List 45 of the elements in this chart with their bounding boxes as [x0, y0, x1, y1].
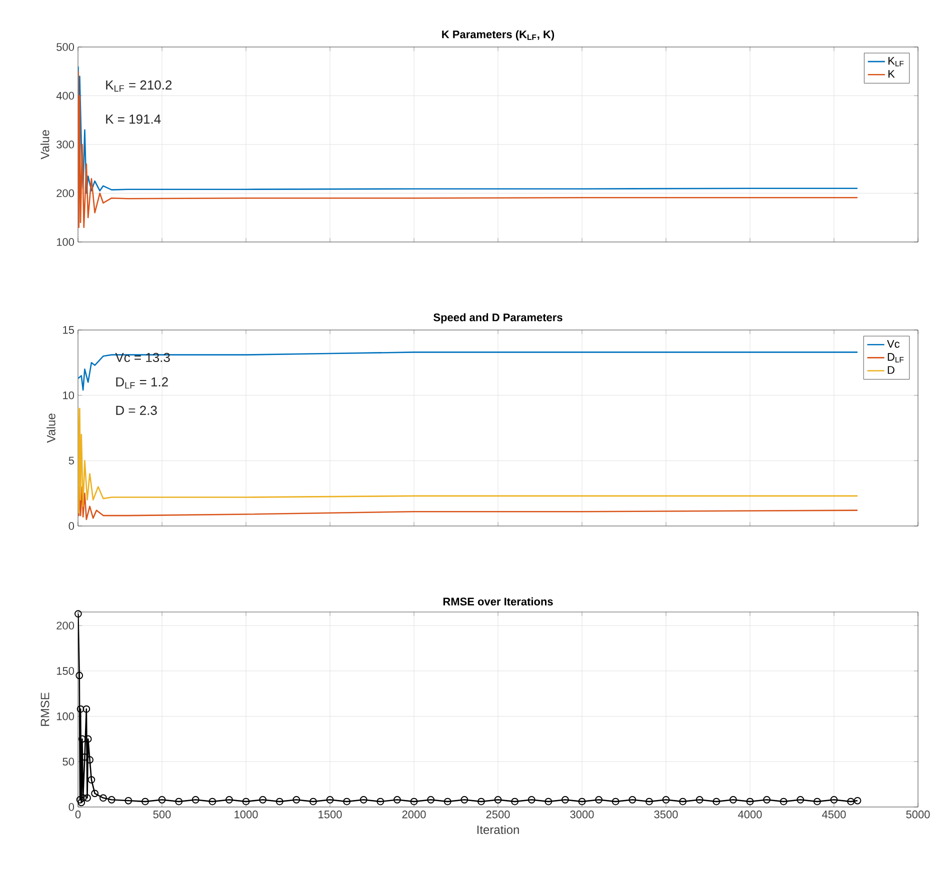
x-tick-label: 1000: [234, 810, 258, 818]
annotation: Vc = 13.3: [115, 352, 170, 362]
y-tick-label: 100: [56, 712, 74, 720]
line-series: [78, 486, 858, 520]
legend-label: D: [888, 366, 894, 374]
legend-label: K$_{LF}$: [888, 57, 904, 66]
legend-label: Vc: [887, 340, 900, 348]
annotation: K = 191.4: [106, 114, 161, 124]
y-tick-label: 100: [56, 238, 74, 246]
y-axis-title: Value: [46, 414, 56, 443]
y-tick-label: 150: [56, 667, 74, 675]
annotation: D = 2.3: [116, 406, 157, 415]
chart-title: RMSE over Iterations: [443, 597, 553, 606]
chart-title: Speed and D Parameters: [434, 313, 562, 324]
legend-label: D$_{LF}$: [888, 353, 904, 362]
y-tick-label: 5: [68, 456, 74, 464]
x-tick-label: 2500: [486, 810, 510, 818]
y-tick-label: 300: [56, 140, 74, 148]
line-series: [78, 66, 858, 194]
x-tick-label: 500: [153, 810, 171, 818]
annotation: D$_{LF}$ = 1.2: [116, 377, 168, 389]
legend-label: K: [888, 70, 895, 78]
y-tick-label: 200: [56, 622, 74, 630]
y-tick-label: 15: [63, 326, 74, 334]
x-tick-label: 3000: [570, 810, 594, 818]
y-tick-label: 0: [68, 522, 74, 530]
y-tick-label: 0: [68, 803, 74, 811]
x-tick-label: 2000: [402, 810, 426, 818]
x-tick-label: 1500: [318, 810, 342, 818]
y-axis-title: RMSE: [40, 692, 50, 726]
chart-title: K Parameters (K$_{LF}$, K): [442, 30, 554, 40]
x-tick-label: 4500: [822, 810, 846, 818]
line-series: [78, 408, 858, 514]
y-tick-label: 200: [56, 189, 74, 198]
y-axis-title: Value: [40, 130, 50, 160]
annotation: K$_{LF}$ = 210.2: [106, 80, 172, 92]
y-tick-label: 500: [56, 43, 74, 51]
y-tick-label: 10: [63, 391, 74, 400]
x-tick-label: 3500: [654, 810, 678, 818]
x-tick-label: 5000: [906, 810, 930, 818]
x-tick-label: 0: [75, 810, 81, 818]
x-tick-label: 4000: [738, 810, 762, 818]
x-axis-title: Iteration: [477, 825, 519, 834]
y-tick-label: 400: [56, 92, 74, 100]
y-tick-label: 50: [62, 758, 74, 766]
